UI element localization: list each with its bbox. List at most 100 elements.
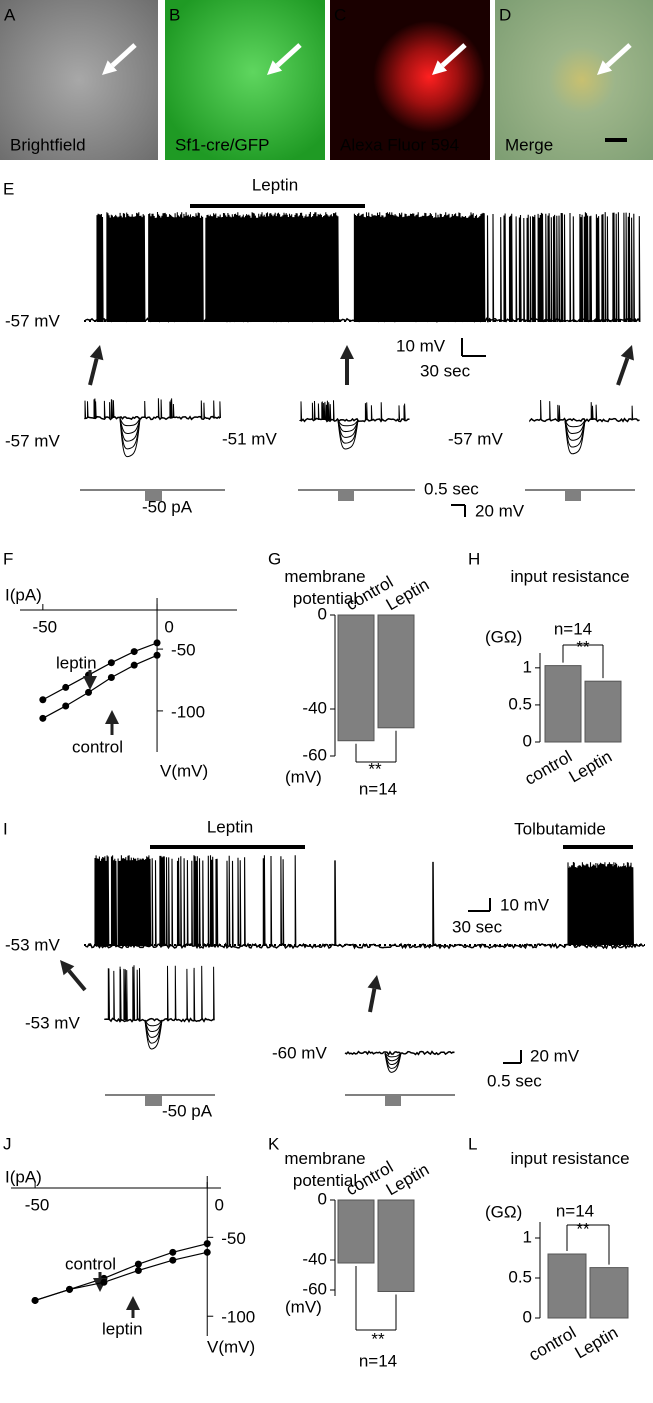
scale-label: 30 sec [452, 917, 503, 936]
data-point [62, 683, 70, 691]
x-tick-label: -50 [25, 1195, 50, 1214]
series-label: control [72, 737, 123, 756]
data-point [130, 661, 138, 669]
series-label: leptin [56, 653, 97, 672]
inset-baseline-label: -53 mV [25, 1013, 80, 1032]
y-tick-label: -50 [171, 641, 196, 660]
y-axis-label: V(mV) [207, 1337, 255, 1356]
arrow-shaft [275, 43, 302, 68]
image-merge [495, 0, 653, 160]
data-point [169, 1248, 177, 1256]
data-point [107, 659, 115, 667]
y-tick-label: -100 [171, 702, 205, 721]
image-brightfield [0, 0, 158, 160]
y-tick-label: -40 [302, 698, 327, 717]
spike-train [567, 861, 634, 946]
image-gfp [165, 0, 325, 160]
hyperpolarization [384, 1052, 402, 1073]
scale-label: 0.5 sec [424, 479, 479, 498]
panel-label: D [499, 5, 511, 24]
x-tick-label: 0 [214, 1195, 223, 1214]
bar [544, 665, 582, 743]
data-point [134, 1266, 142, 1274]
hyperpolarization [564, 419, 586, 435]
panel-label: L [468, 1134, 477, 1153]
panel-label: K [268, 1134, 280, 1153]
hyperpolarization [144, 1019, 163, 1027]
arrow-head [102, 60, 118, 75]
fit-line [34, 1251, 208, 1302]
chart-title: membrane potential [284, 1149, 366, 1190]
hyperpolarization [337, 419, 359, 438]
stimulus-label: -50 pA [142, 497, 193, 516]
panel-label: B [169, 5, 180, 24]
category-label: Leptin [572, 1323, 622, 1363]
spike-train [94, 855, 297, 947]
panel-label: H [468, 549, 480, 568]
y-tick-label: 0.5 [508, 1267, 532, 1286]
arrow-head [83, 676, 97, 690]
arrow-head [267, 60, 283, 75]
chart-title: input resistance [510, 1149, 630, 1168]
chart-title: membrane potential [284, 567, 366, 608]
scale-label: 10 mV [396, 336, 446, 355]
unit-label: (GΩ) [485, 1202, 522, 1221]
hyperpolarization [384, 1052, 402, 1069]
hyperpolarization [564, 419, 586, 428]
x-axis-label: I(pA) [5, 1167, 42, 1186]
significance-label: ** [368, 759, 382, 778]
n-label: n=14 [556, 1201, 594, 1220]
drug-label: Leptin [207, 817, 253, 836]
y-tick-label: 0 [523, 1307, 532, 1326]
hyperpolarization [119, 417, 141, 442]
arrow-shaft [605, 43, 632, 68]
inset-baseline-label: -51 mV [222, 429, 277, 448]
hyperpolarization [337, 419, 359, 444]
data-point [203, 1240, 211, 1248]
hyperpolarization [119, 417, 141, 450]
category-label: control [522, 747, 576, 789]
bar [584, 680, 622, 743]
y-tick-label: -40 [302, 1249, 327, 1268]
data-point [203, 1248, 211, 1256]
scale-label: 10 mV [500, 895, 550, 914]
hyperpolarization [144, 1019, 163, 1050]
fit-line [42, 642, 158, 701]
spike-train [300, 400, 406, 421]
arrow-head [340, 345, 354, 359]
data-point [39, 714, 47, 722]
inset-baseline-label: -60 mV [272, 1043, 327, 1062]
chart-title: input resistance [510, 567, 630, 586]
hyperpolarization [144, 1019, 163, 1033]
bar [337, 614, 375, 742]
y-tick-label: 0 [318, 604, 327, 623]
data-point [62, 702, 70, 710]
panel-label: C [334, 5, 346, 24]
data-point [31, 1296, 39, 1304]
arrow-head [620, 345, 634, 361]
data-point [153, 639, 161, 647]
hyperpolarization [384, 1052, 402, 1066]
hyperpolarization [564, 419, 586, 455]
arrow-shaft [440, 43, 467, 68]
hyperpolarization [119, 417, 141, 434]
hyperpolarization [564, 419, 586, 441]
significance-label: ** [576, 637, 590, 656]
arrow-head [105, 710, 119, 724]
hyperpolarization [384, 1052, 402, 1062]
y-tick-label: 0.5 [508, 694, 532, 713]
y-tick-label: 0 [318, 1189, 327, 1208]
significance-label: ** [371, 1329, 385, 1348]
panel-label: F [3, 549, 13, 568]
arrow-shaft [368, 988, 377, 1013]
trace-baseline [344, 1050, 455, 1056]
unit-label: (mV) [285, 1297, 322, 1316]
spike-train [84, 398, 221, 419]
hyperpolarization [144, 1019, 163, 1044]
y-axis-label: V(mV) [160, 761, 208, 780]
bar [337, 1199, 375, 1264]
arrow-shaft [110, 43, 137, 68]
hyperpolarization [119, 417, 141, 458]
category-label: Leptin [566, 747, 616, 787]
